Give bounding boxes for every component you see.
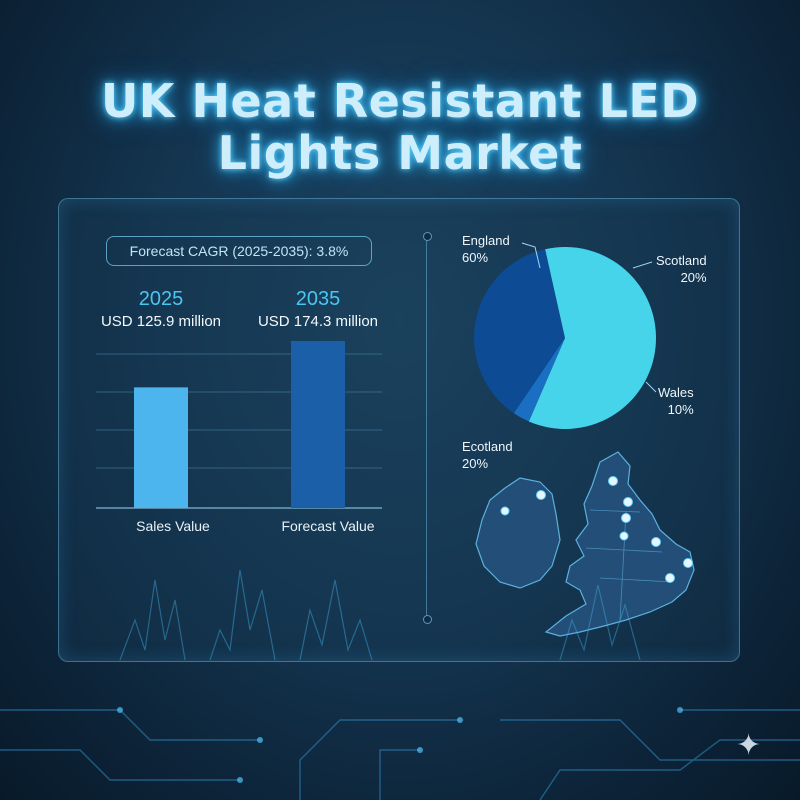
bar-category-label-forecast: Forecast Value xyxy=(281,518,375,534)
map-label: Ecotland 20% xyxy=(462,438,513,472)
pie-label-england: England 60% xyxy=(462,232,510,266)
sparkle-icon: ✦ xyxy=(736,729,762,762)
bar-value-label-2035: USD 174.3 million xyxy=(257,313,379,330)
bar-sales-value xyxy=(134,387,188,508)
location-pin-icon xyxy=(619,531,629,541)
pie-label-wales-pct: 10% xyxy=(667,402,694,417)
bar-year-label-2025: 2025 xyxy=(138,288,184,310)
location-pin-icon xyxy=(608,476,618,486)
map-pins xyxy=(500,476,693,583)
pie-slice-england xyxy=(473,249,565,414)
location-pin-icon xyxy=(621,513,631,523)
location-pin-icon xyxy=(683,558,693,568)
pie-leader-england xyxy=(521,242,541,269)
pie-label-scotland: Scotland 20% xyxy=(656,252,707,286)
location-pin-icon xyxy=(665,573,675,583)
map-ireland xyxy=(475,477,561,589)
map-great-britain xyxy=(544,451,695,637)
pie-label-scotland-name: Scotland xyxy=(656,253,707,268)
cagr-badge: Forecast CAGR (2025-2035): 3.8% xyxy=(106,236,372,266)
pie-label-wales: Wales 10% xyxy=(658,384,694,418)
panel-divider xyxy=(423,232,432,624)
bar-category-label-sales: Sales Value xyxy=(136,518,210,534)
pie-label-england-name: England xyxy=(462,233,510,248)
page-title-line-1: UK Heat Resistant LED xyxy=(100,74,700,128)
pie-slice-wales xyxy=(513,338,565,422)
pie-leader-wales xyxy=(645,381,657,393)
bar-value-label-2025: USD 125.9 million xyxy=(100,313,222,330)
location-pin-icon xyxy=(500,506,510,516)
pie-leader-scotland xyxy=(632,261,653,269)
pie-label-england-pct: 60% xyxy=(462,250,489,265)
bar-year-label-2035: 2035 xyxy=(295,288,341,310)
location-pin-icon xyxy=(623,497,633,507)
bar-forecast-value xyxy=(291,341,345,508)
pie-label-scotland-pct: 20% xyxy=(680,270,707,285)
map-label-pct: 20% xyxy=(462,456,489,471)
page-title-line-2: Lights Market xyxy=(217,126,583,180)
location-pin-icon xyxy=(536,490,546,500)
pie-label-wales-name: Wales xyxy=(658,385,694,400)
decorative-circuit-background xyxy=(0,569,800,800)
location-pin-icon xyxy=(651,537,661,547)
map-label-name: Ecotland xyxy=(462,439,513,454)
pie-slice-scotland xyxy=(528,247,657,429)
